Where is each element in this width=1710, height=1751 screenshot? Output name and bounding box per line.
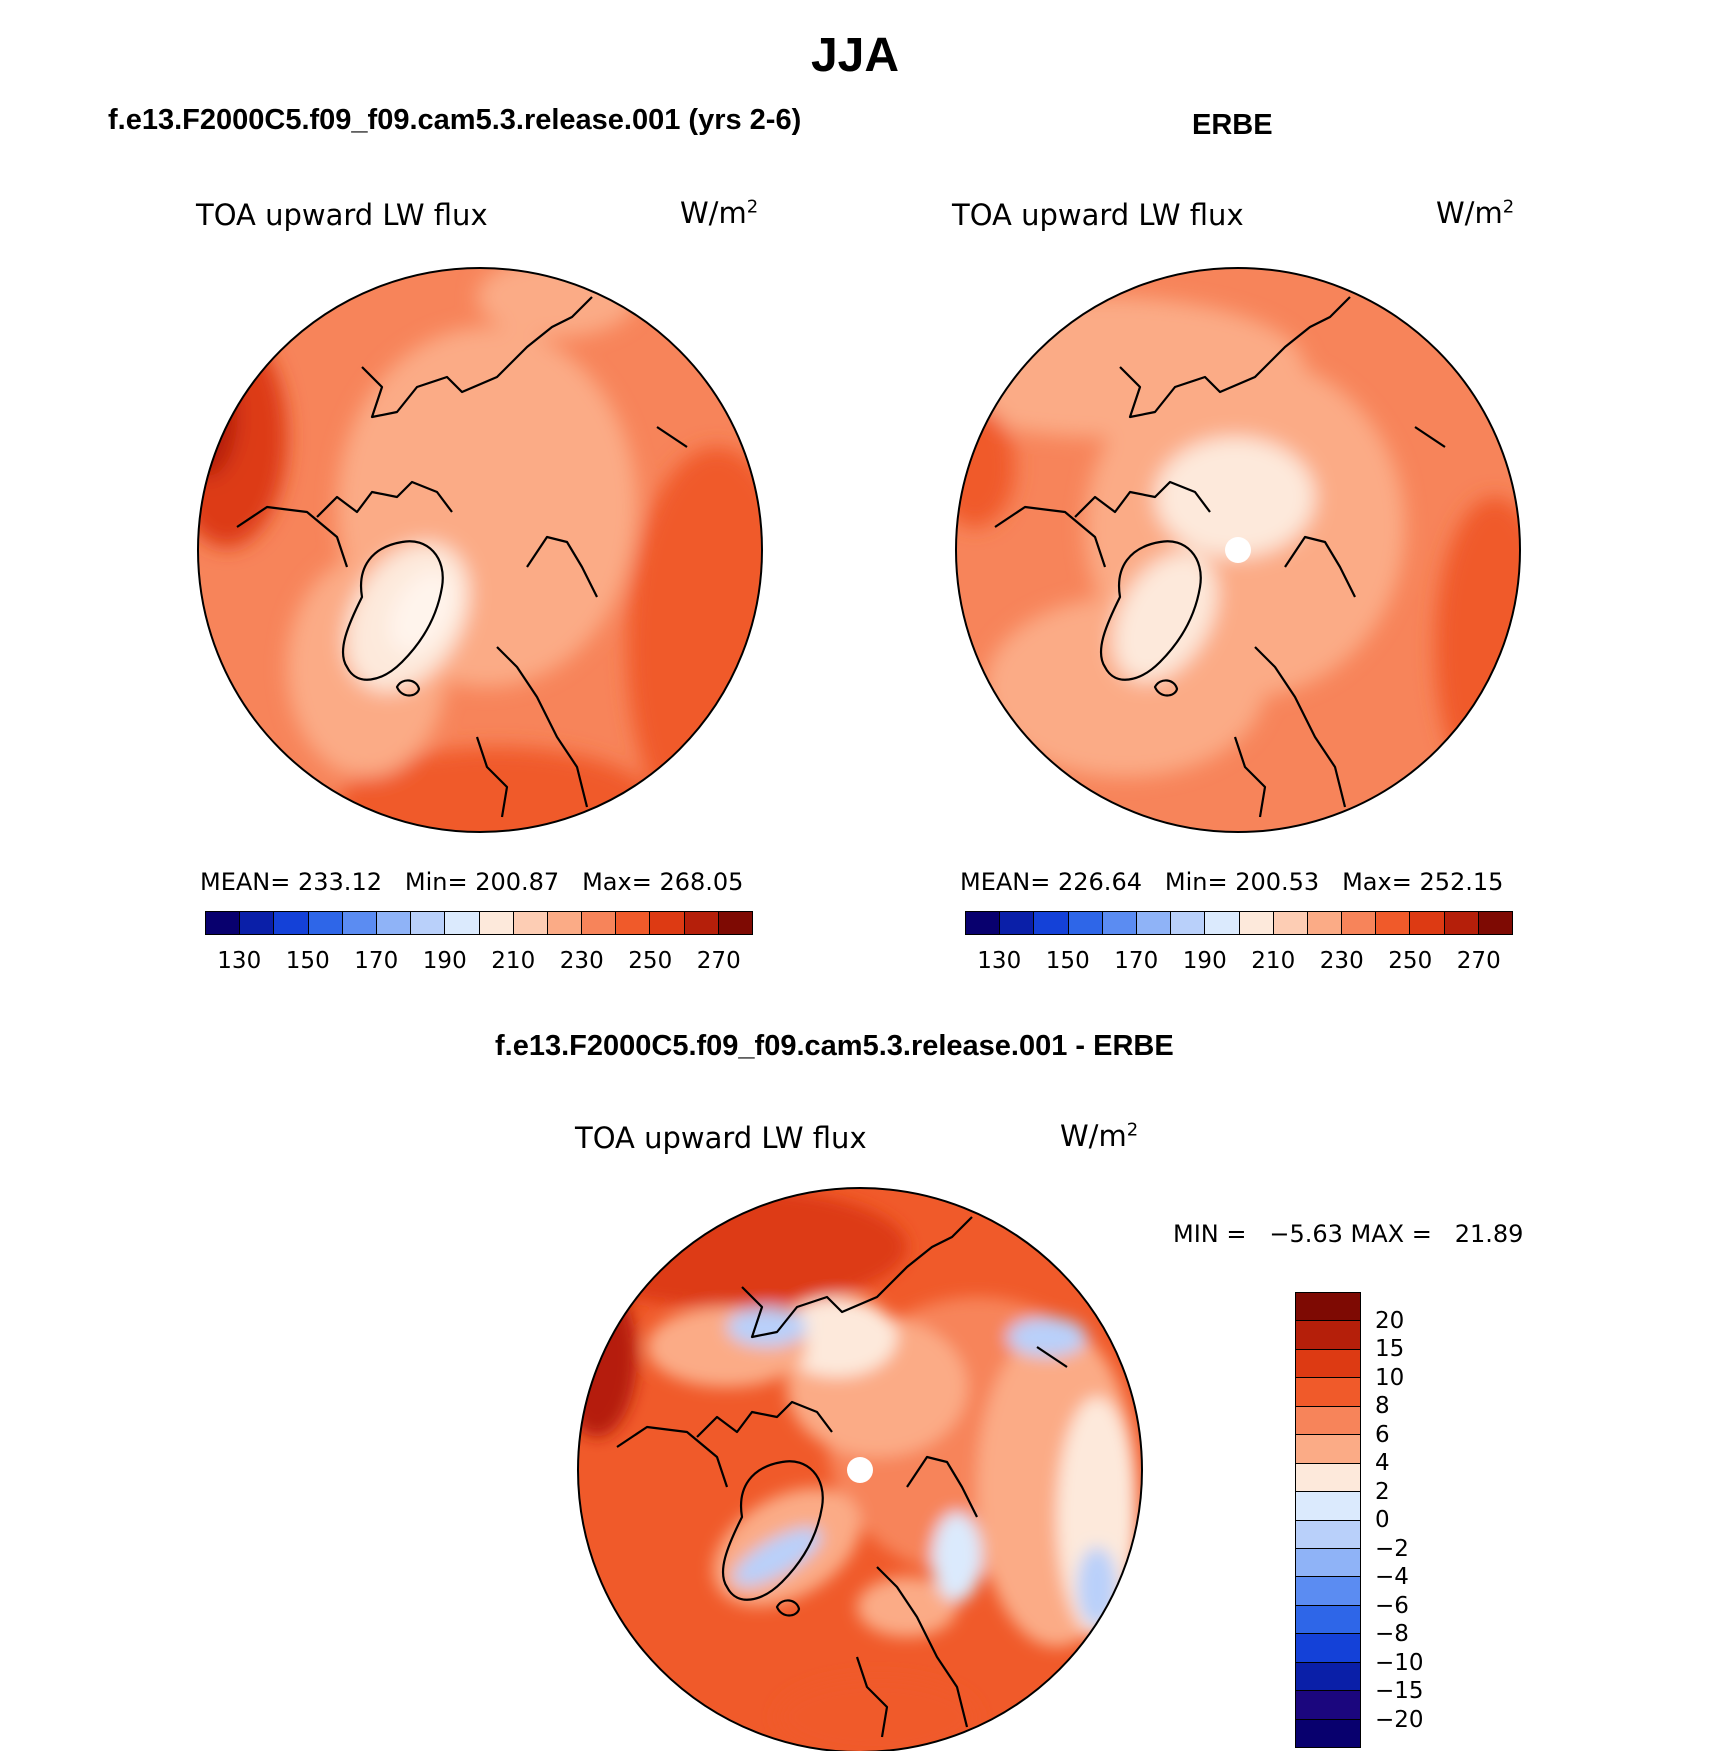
panel-3-colorbar-tick-label: 15 <box>1375 1336 1405 1362</box>
panel-1-colorbar <box>205 911 753 935</box>
panel-1-polar-map <box>197 267 763 833</box>
panel-2-colorbar-swatch <box>1239 912 1274 934</box>
panel-1-colorbar-tick-label: 250 <box>628 948 673 974</box>
panel-3-colorbar-tick-label: 0 <box>1375 1507 1390 1533</box>
panel-1-colorbar-swatch <box>718 912 752 934</box>
panel-1-colorbar-swatch <box>513 912 548 934</box>
panel-1-title: f.e13.F2000C5.f09_f09.cam5.3.release.001… <box>108 104 802 136</box>
panel-3-colorbar-tick-label: −15 <box>1375 1678 1424 1704</box>
panel-3-colorbar-swatch <box>1296 1293 1360 1322</box>
panel-2-units: W/m2 <box>1436 196 1515 230</box>
panel-3-colorbar-swatch <box>1296 1605 1360 1635</box>
panel-3-colorbar-swatch <box>1296 1463 1360 1493</box>
panel-2-colorbar-tick-label: 170 <box>1114 948 1159 974</box>
panel-2-colorbar-tick-label: 230 <box>1319 948 1364 974</box>
panel-3-colorbar-tick-label: 6 <box>1375 1421 1390 1448</box>
panel-1-colorbar-swatch <box>308 912 343 934</box>
panel-1-stats: MEAN= 233.12 Min= 200.87 Max= 268.05 <box>200 868 744 896</box>
panel-2-colorbar-swatch <box>1068 912 1103 934</box>
panel-2-colorbar <box>965 911 1513 935</box>
panel-3-colorbar-tick-label: 2 <box>1375 1478 1390 1505</box>
panel-3-title: f.e13.F2000C5.f09_f09.cam5.3.release.001… <box>495 1030 1174 1062</box>
panel-3-colorbar <box>1295 1292 1361 1748</box>
panel-3-colorbar-swatch <box>1296 1634 1360 1663</box>
panel-2-colorbar-swatch <box>1000 912 1035 934</box>
panel-1-colorbar-swatch <box>547 912 583 934</box>
panel-3-colorbar-swatch <box>1296 1691 1360 1720</box>
panel-2-colorbar-swatch <box>966 912 1001 934</box>
panel-2-variable-label: TOA upward LW flux <box>952 198 1244 232</box>
panel-2-colorbar-swatch <box>1171 912 1206 934</box>
panel-1-colorbar-tick-label: 210 <box>491 948 536 974</box>
panel-3-colorbar-swatch <box>1296 1520 1360 1549</box>
panel-3-colorbar-swatch <box>1296 1435 1360 1464</box>
panel-1-variable-label: TOA upward LW flux <box>196 198 488 232</box>
panel-3-colorbar-swatch <box>1296 1577 1360 1606</box>
panel-1-colorbar-swatch <box>240 912 275 934</box>
panel-3-colorbar-tick-label: 10 <box>1375 1364 1405 1391</box>
panel-3-polar-map <box>577 1187 1143 1751</box>
panel-3-colorbar-swatch <box>1296 1548 1360 1578</box>
panel-2-colorbar-tick-label: 150 <box>1045 948 1090 974</box>
panel-1-colorbar-swatch <box>684 912 719 934</box>
panel-1-colorbar-swatch <box>650 912 685 934</box>
panel-1-colorbar-swatch <box>206 912 241 934</box>
panel-2-colorbar-tick-label: 190 <box>1182 948 1227 974</box>
panel-2-stats: MEAN= 226.64 Min= 200.53 Max= 252.15 <box>960 868 1504 896</box>
panel-2-colorbar-swatch <box>1205 912 1240 934</box>
panel-2-colorbar-swatch <box>1376 912 1411 934</box>
panel-3-colorbar-tick-label: −8 <box>1375 1621 1409 1647</box>
panel-1-colorbar-swatch <box>274 912 309 934</box>
panel-1-colorbar-swatch <box>445 912 480 934</box>
panel-1-units: W/m2 <box>680 196 759 230</box>
panel-3-colorbar-swatch <box>1296 1719 1360 1747</box>
panel-2-colorbar-swatch <box>1102 912 1137 934</box>
panel-3-units: W/m2 <box>1060 1119 1139 1153</box>
panel-2-colorbar-swatch <box>1478 912 1512 934</box>
panel-1-colorbar-swatch <box>582 912 617 934</box>
panel-3-colorbar-tick-label: 8 <box>1375 1393 1390 1419</box>
panel-3-colorbar-tick-label: −4 <box>1375 1564 1409 1590</box>
panel-3-colorbar-tick-label: −2 <box>1375 1535 1409 1562</box>
panel-2-colorbar-tick-label: 270 <box>1456 948 1501 974</box>
panel-2-colorbar-tick-label: 250 <box>1388 948 1433 974</box>
panel-2-colorbar-swatch <box>1342 912 1377 934</box>
panel-3-colorbar-tick-label: −10 <box>1375 1649 1424 1676</box>
panel-2-colorbar-tick-label: 210 <box>1251 948 1296 974</box>
panel-1-colorbar-swatch <box>411 912 446 934</box>
panel-3-colorbar-tick-label: 20 <box>1375 1307 1405 1334</box>
panel-3-colorbar-swatch <box>1296 1378 1360 1407</box>
panel-1-colorbar-swatch <box>616 912 651 934</box>
panel-1-colorbar-tick-label: 170 <box>354 948 399 974</box>
panel-3-colorbar-swatch <box>1296 1662 1360 1692</box>
panel-1-colorbar-tick-label: 230 <box>559 948 604 974</box>
panel-2-colorbar-swatch <box>1034 912 1069 934</box>
panel-3-colorbar-tick-label: −20 <box>1375 1706 1424 1733</box>
panel-3-variable-label: TOA upward LW flux <box>575 1121 867 1155</box>
panel-2-colorbar-swatch <box>1444 912 1479 934</box>
panel-3-min-max: MIN = −5.63 MAX = 21.89 <box>1173 1220 1524 1248</box>
panel-1-colorbar-swatch <box>479 912 514 934</box>
panel-3-colorbar-tick-label: −6 <box>1375 1592 1409 1619</box>
panel-2-polar-map <box>955 267 1521 833</box>
figure-title: JJA <box>810 29 900 82</box>
panel-3-colorbar-swatch <box>1296 1492 1360 1521</box>
panel-1-colorbar-tick-label: 190 <box>422 948 467 974</box>
panel-2-colorbar-tick-label: 130 <box>977 948 1022 974</box>
panel-2-colorbar-swatch <box>1136 912 1172 934</box>
panel-3-colorbar-tick-label: 4 <box>1375 1450 1390 1476</box>
panel-2-colorbar-swatch <box>1307 912 1343 934</box>
panel-3-colorbar-swatch <box>1296 1349 1360 1379</box>
panel-1-colorbar-tick-label: 150 <box>285 948 330 974</box>
panel-1-colorbar-swatch <box>376 912 412 934</box>
panel-1-colorbar-swatch <box>342 912 377 934</box>
panel-2-colorbar-swatch <box>1410 912 1445 934</box>
panel-2-colorbar-swatch <box>1273 912 1308 934</box>
panel-1-colorbar-tick-label: 270 <box>696 948 741 974</box>
panel-2-title: ERBE <box>1192 109 1273 141</box>
panel-3-colorbar-swatch <box>1296 1321 1360 1350</box>
panel-3-colorbar-swatch <box>1296 1406 1360 1436</box>
panel-1-colorbar-tick-label: 130 <box>217 948 262 974</box>
